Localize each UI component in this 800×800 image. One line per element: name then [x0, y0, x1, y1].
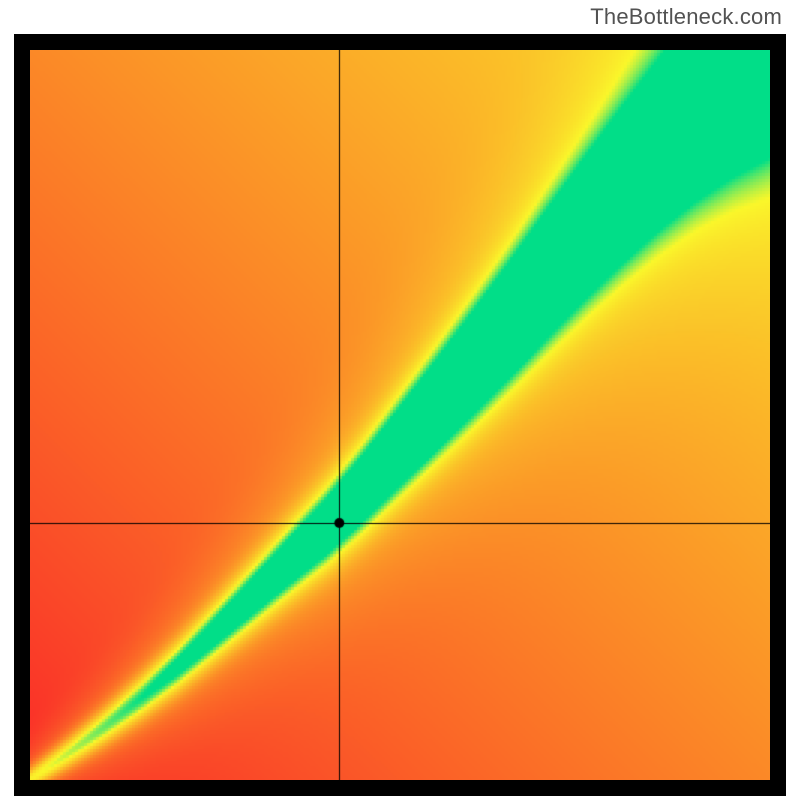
watermark-text: TheBottleneck.com: [590, 4, 782, 30]
heatmap-canvas: [30, 50, 770, 780]
bottleneck-heatmap: [14, 34, 786, 796]
